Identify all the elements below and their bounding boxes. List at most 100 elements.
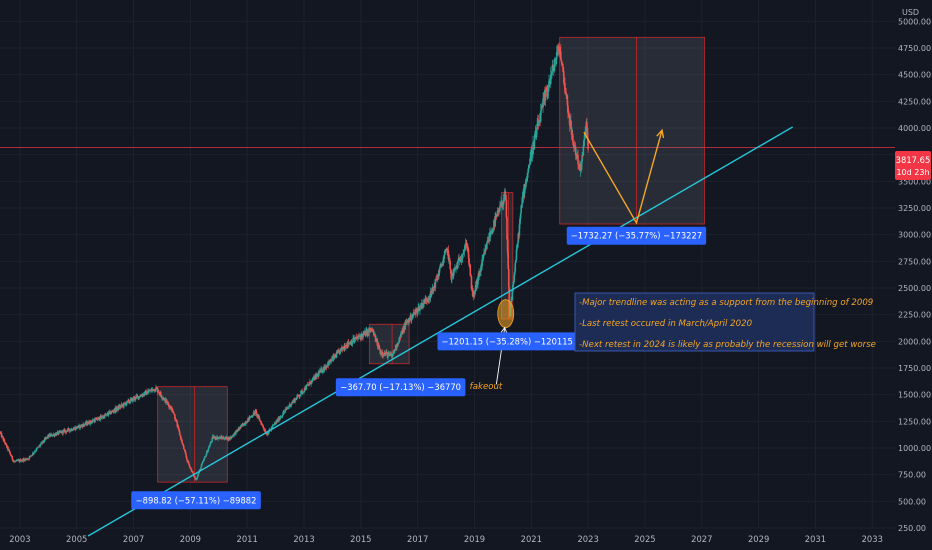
measure-box — [157, 386, 228, 483]
candle-body — [570, 120, 572, 128]
candle-body — [126, 400, 129, 402]
candle-body — [412, 312, 415, 316]
candle-body — [525, 178, 528, 180]
candle-body — [341, 346, 344, 350]
candle-body — [173, 413, 176, 415]
time-tick-label: 2025 — [634, 534, 655, 544]
candle-body — [478, 271, 481, 276]
candle-body — [50, 434, 53, 437]
candle-body — [24, 458, 26, 461]
candle-body — [483, 252, 485, 257]
candle-body — [299, 394, 302, 396]
candle-body — [561, 64, 564, 67]
candle-body — [513, 271, 516, 276]
candle-body — [200, 466, 202, 470]
candle-body — [516, 246, 518, 250]
candle-body — [329, 359, 332, 362]
candle-body — [236, 429, 238, 431]
candle-body — [391, 355, 393, 357]
candle-body — [184, 451, 187, 455]
candle-body — [206, 450, 208, 454]
candle-body — [330, 361, 332, 362]
candle-body — [583, 140, 585, 146]
candle-body — [252, 412, 255, 416]
candle-body — [14, 461, 17, 462]
candle-body — [294, 398, 297, 400]
candle-body — [35, 448, 38, 451]
candle-body — [235, 430, 237, 435]
candle-body — [507, 252, 509, 269]
candle-body — [184, 450, 186, 452]
price-tick-label: 4000.00 — [898, 124, 931, 133]
candle-body — [521, 196, 524, 205]
candle-body — [534, 137, 536, 141]
candle-body — [200, 464, 203, 467]
candle-body — [438, 272, 440, 277]
candle-body — [487, 240, 489, 242]
candle-body — [375, 338, 377, 342]
candle-body — [217, 437, 219, 439]
candle-body — [481, 259, 484, 260]
price-tick-label: 1000.00 — [898, 444, 931, 453]
candle-body — [0, 432, 3, 437]
candle-body — [571, 133, 574, 142]
candle-body — [201, 463, 203, 465]
time-tick-label: 2013 — [293, 534, 314, 544]
candle-body — [299, 395, 301, 397]
candle-body — [35, 450, 37, 452]
candle-body — [262, 425, 264, 428]
candle-body — [321, 372, 324, 373]
candle-body — [287, 406, 290, 408]
candle-body — [226, 439, 229, 441]
candle-body — [399, 336, 402, 338]
candle-body — [358, 335, 360, 337]
candle-body — [526, 172, 529, 178]
candle-body — [238, 429, 241, 430]
candle-body — [557, 45, 560, 51]
candle-body — [336, 351, 339, 354]
candle-body — [560, 59, 563, 63]
candle-body — [461, 258, 463, 260]
candle-body — [282, 412, 285, 415]
candle-body — [453, 269, 456, 272]
candle-body — [176, 422, 179, 427]
candle-body — [214, 436, 216, 439]
candle-body — [567, 105, 569, 112]
candle-body — [436, 279, 438, 281]
candle-body — [306, 385, 308, 386]
candle-body — [182, 444, 185, 446]
candle-body — [424, 299, 427, 304]
candle-body — [362, 333, 364, 338]
candle-body — [333, 354, 335, 360]
candle-body — [241, 424, 244, 426]
time-axis[interactable]: 2003 2005 2007 2009 2011 2013 2015 2017 2019 2021… — [9, 534, 883, 544]
candle-body — [555, 59, 557, 62]
candle-body — [419, 306, 421, 311]
candle-body — [246, 419, 249, 423]
candle-body — [156, 388, 158, 390]
candle-body — [33, 452, 35, 454]
candle-body — [484, 248, 486, 253]
candle-body — [533, 140, 536, 150]
candle-body — [178, 428, 180, 431]
candle-body — [190, 468, 193, 472]
candle-body — [505, 195, 507, 200]
candle-body — [499, 205, 502, 207]
candle-body — [223, 438, 226, 440]
price-tick-label: 3500.00 — [898, 177, 931, 186]
candle-body — [86, 421, 89, 425]
candle-body — [255, 411, 258, 416]
candle-body — [550, 72, 553, 75]
candle-body — [507, 268, 510, 288]
candle-body — [171, 407, 173, 409]
candle-body — [237, 428, 240, 432]
candle-body — [32, 452, 34, 456]
candle-body — [544, 89, 547, 101]
candle-body — [416, 309, 418, 314]
candle-body — [463, 249, 466, 252]
measure-labels: −898.82 (−57.11%) −89882 −367.70 (−17.13%… — [131, 226, 707, 510]
current-price-countdown: 10d 23h — [896, 168, 929, 177]
candle-body — [467, 247, 469, 250]
candle-body — [149, 390, 151, 392]
